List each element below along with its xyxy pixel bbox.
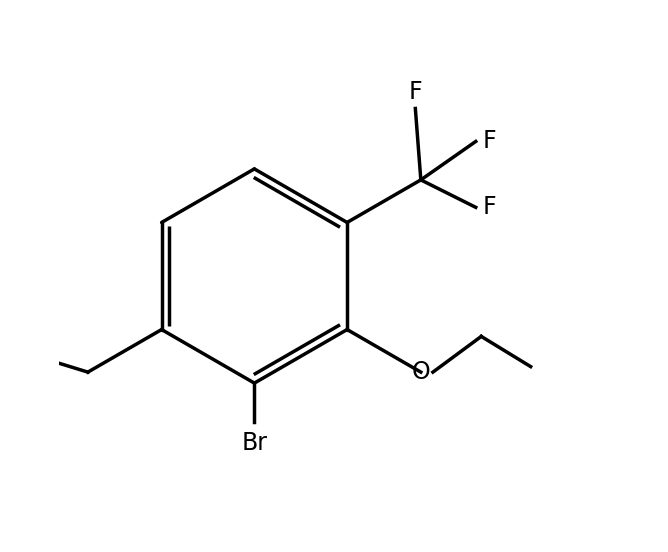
Text: Br: Br [241, 432, 267, 455]
Text: F: F [482, 195, 496, 219]
Text: F: F [409, 80, 422, 104]
Text: F: F [482, 129, 496, 153]
Text: O: O [411, 360, 430, 384]
